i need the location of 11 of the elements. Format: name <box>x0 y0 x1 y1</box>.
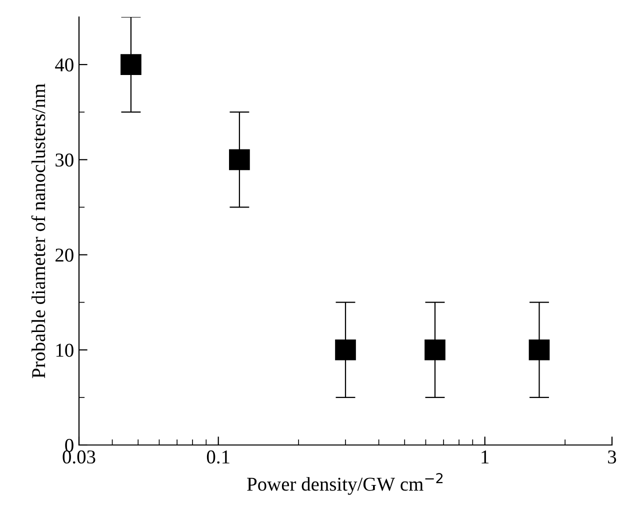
x-tick-label: 0.03 <box>62 450 96 464</box>
y-tick-label: 20 <box>56 248 74 262</box>
x-tick-label: 0.1 <box>206 450 230 464</box>
x-axis-title: Power density/GW cm$^{−2}$ <box>247 473 443 495</box>
y-tick-label: 10 <box>56 344 74 357</box>
y-axis-title: Probable diameter of nanoclusters/nm <box>31 84 46 378</box>
y-tick-label: 40 <box>55 58 74 72</box>
x-tick-label: 1 <box>482 450 489 464</box>
y-tick-label: 0 <box>65 438 74 452</box>
x-tick-label: 3 <box>608 450 616 464</box>
y-tick-label: 30 <box>56 153 74 167</box>
